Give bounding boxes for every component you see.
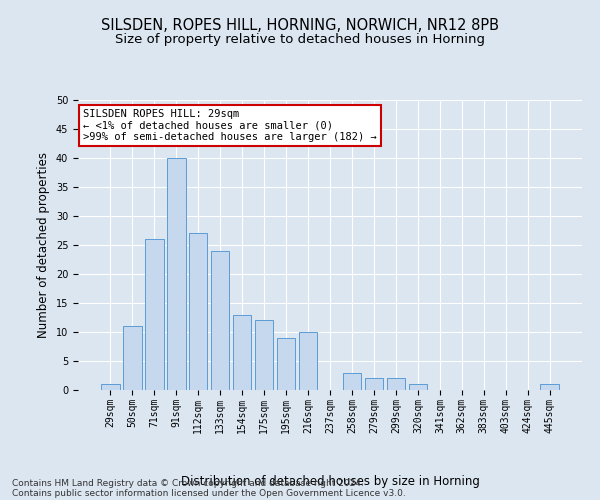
Bar — [386, 378, 405, 390]
Text: Size of property relative to detached houses in Horning: Size of property relative to detached ho… — [115, 32, 485, 46]
Bar — [233, 314, 251, 390]
Bar — [541, 384, 559, 390]
Bar — [343, 372, 361, 390]
Bar — [123, 326, 142, 390]
Text: SILSDEN ROPES HILL: 29sqm
← <1% of detached houses are smaller (0)
>99% of semi-: SILSDEN ROPES HILL: 29sqm ← <1% of detac… — [83, 108, 377, 142]
Y-axis label: Number of detached properties: Number of detached properties — [37, 152, 50, 338]
Bar — [277, 338, 295, 390]
Text: Contains HM Land Registry data © Crown copyright and database right 2024.: Contains HM Land Registry data © Crown c… — [12, 478, 364, 488]
Bar — [189, 234, 208, 390]
Bar — [409, 384, 427, 390]
Text: Contains public sector information licensed under the Open Government Licence v3: Contains public sector information licen… — [12, 488, 406, 498]
Text: SILSDEN, ROPES HILL, HORNING, NORWICH, NR12 8PB: SILSDEN, ROPES HILL, HORNING, NORWICH, N… — [101, 18, 499, 32]
Bar — [255, 320, 274, 390]
Bar — [167, 158, 185, 390]
X-axis label: Distribution of detached houses by size in Horning: Distribution of detached houses by size … — [181, 474, 479, 488]
Bar — [145, 239, 164, 390]
Bar — [365, 378, 383, 390]
Bar — [211, 251, 229, 390]
Bar — [299, 332, 317, 390]
Bar — [101, 384, 119, 390]
